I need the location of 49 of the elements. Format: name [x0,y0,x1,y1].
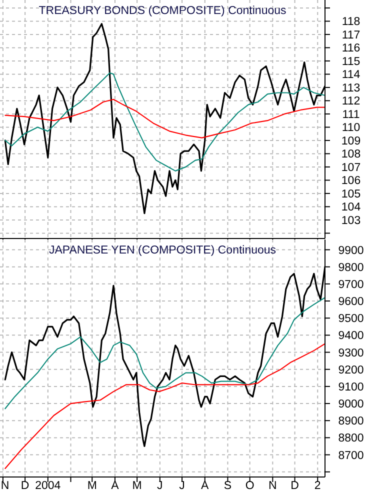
y-tick-label: 111 [342,108,360,121]
y-tick-label: 9100 [338,381,364,394]
y-tick-label: 116 [342,42,360,55]
y-tick-label: 8800 [338,432,364,445]
chart-title: TREASURY BONDS (COMPOSITE) Continuous [38,5,287,17]
y-tick-label: 117 [342,29,360,42]
y-tick-label: 112 [342,96,360,108]
x-tick-label: S [224,480,232,492]
x-tick-label: J [179,480,185,492]
x-tick-label: J [157,480,163,492]
x-tick-label: O [245,480,254,492]
y-tick-label: 113 [342,82,360,94]
y-tick-label: 9000 [338,398,364,411]
x-tick-label: N [268,480,277,492]
y-tick-label: 103 [341,214,361,227]
y-tick-label: 106 [341,175,361,188]
y-tick-label: 9900 [338,244,364,257]
x-tick-label: 2004 [35,480,62,492]
x-tick-label: D [290,480,299,492]
line-series [4,72,325,172]
y-tick-label: 107 [341,162,361,174]
y-tick-label: 9200 [338,364,364,376]
y-tick-label: 9800 [338,262,364,274]
line-series [4,98,325,138]
x-tick-label: 2 [314,480,321,492]
line-series [4,343,325,470]
y-tick-label: 8900 [338,416,364,428]
x-tick-label: A [111,480,120,492]
y-tick-label: 104 [341,202,362,214]
y-tick-label: 118 [342,16,360,28]
y-tick-label: 105 [341,188,361,200]
y-tick-label: 109 [341,135,361,148]
y-tick-label: 9700 [338,278,364,291]
line-series [4,297,325,410]
y-tick-label: 9500 [338,313,364,326]
y-tick-label: 115 [342,56,360,68]
chart-title: JAPANESE YEN (COMPOSITE) Continuous [48,244,276,256]
x-tick-label: D [20,480,30,492]
y-tick-label: 108 [341,148,361,161]
y-tick-label: 114 [342,69,361,82]
x-tick-label: N [0,480,10,492]
x-tick-label: A [201,480,210,492]
y-tick-label: 9400 [338,330,364,342]
y-tick-label: 9600 [338,296,364,308]
y-tick-label: 9300 [338,347,364,360]
x-tick-label: M [132,480,142,492]
y-tick-label: 8700 [338,450,364,462]
x-tick-label: M [87,480,97,492]
y-tick-label: 110 [342,122,360,134]
